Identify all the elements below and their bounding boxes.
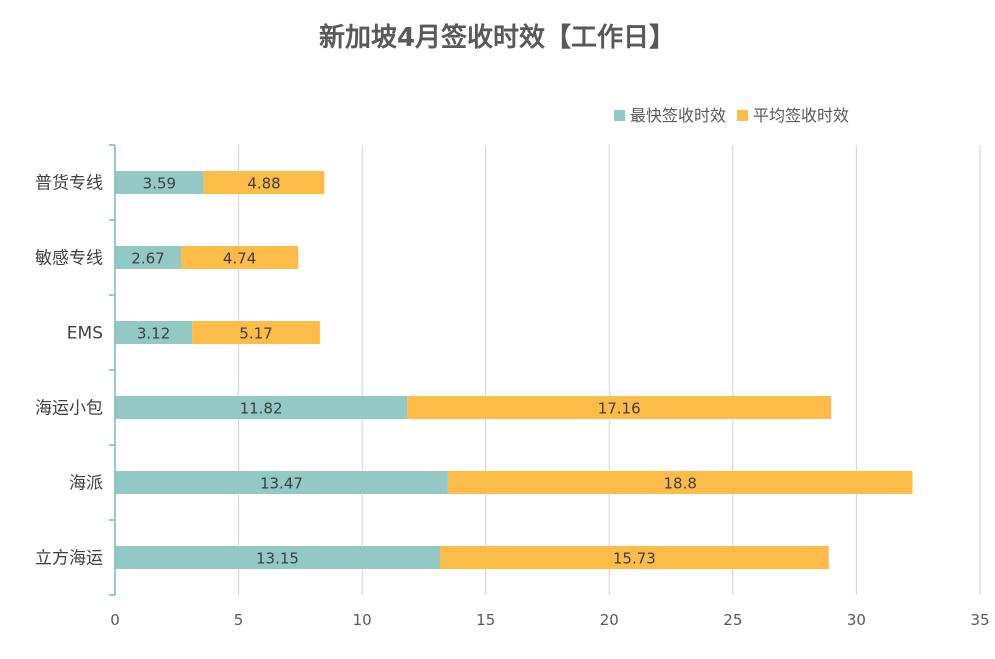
category-label: EMS <box>67 324 103 344</box>
bar-segment <box>447 471 913 494</box>
bar-segment <box>115 396 408 419</box>
legend-label: 平均签收时效 <box>753 106 849 125</box>
bar-segment <box>439 546 829 569</box>
data-label: 15.73 <box>613 550 656 568</box>
data-label: 2.67 <box>131 250 164 268</box>
bar-segment <box>115 246 181 269</box>
x-tick-label: 35 <box>970 611 989 629</box>
data-label: 13.47 <box>260 475 303 493</box>
x-tick-label: 5 <box>234 611 244 629</box>
data-label: 13.15 <box>256 550 299 568</box>
bar-segment <box>115 171 204 194</box>
category-label: 普货专线 <box>35 174 103 194</box>
data-label: 5.17 <box>239 325 272 343</box>
x-axis-ticks: 0 5 10 15 20 25 30 35 <box>110 611 989 629</box>
bar-segment <box>407 396 832 419</box>
x-tick-label: 30 <box>847 611 866 629</box>
data-label: 17.16 <box>598 400 641 418</box>
bar-segment <box>115 321 193 344</box>
legend-label: 最快签收时效 <box>630 106 726 125</box>
x-tick-label: 15 <box>476 611 495 629</box>
x-tick-label: 10 <box>353 611 372 629</box>
data-label: 4.74 <box>223 250 256 268</box>
legend: 最快签收时效 平均签收时效 <box>614 106 849 125</box>
legend-swatch <box>614 110 625 121</box>
bar-segment <box>203 171 325 194</box>
bars: 3.59 4.88 2.67 4.74 3.12 5.17 11.82 17.16 13.47 1… <box>115 171 913 569</box>
x-tick-label: 0 <box>110 611 120 629</box>
category-label: 海派 <box>69 474 103 494</box>
data-label: 4.88 <box>247 175 280 193</box>
x-tick-label: 25 <box>723 611 742 629</box>
x-tick-label: 20 <box>600 611 619 629</box>
data-label: 3.59 <box>143 175 176 193</box>
category-label: 海运小包 <box>35 399 103 419</box>
bar-segment <box>115 471 448 494</box>
data-label: 18.8 <box>664 475 697 493</box>
bar-segment <box>115 546 440 569</box>
grid-lines <box>237 145 981 595</box>
data-label: 11.82 <box>240 400 283 418</box>
bar-segment <box>180 246 299 269</box>
legend-swatch <box>737 110 748 121</box>
chart-title: 新加坡4月签收时效【工作日】 <box>319 22 675 53</box>
category-label: 立方海运 <box>35 549 103 569</box>
category-label: 敏感专线 <box>35 249 103 269</box>
data-label: 3.12 <box>137 325 170 343</box>
bar-segment <box>192 321 320 344</box>
